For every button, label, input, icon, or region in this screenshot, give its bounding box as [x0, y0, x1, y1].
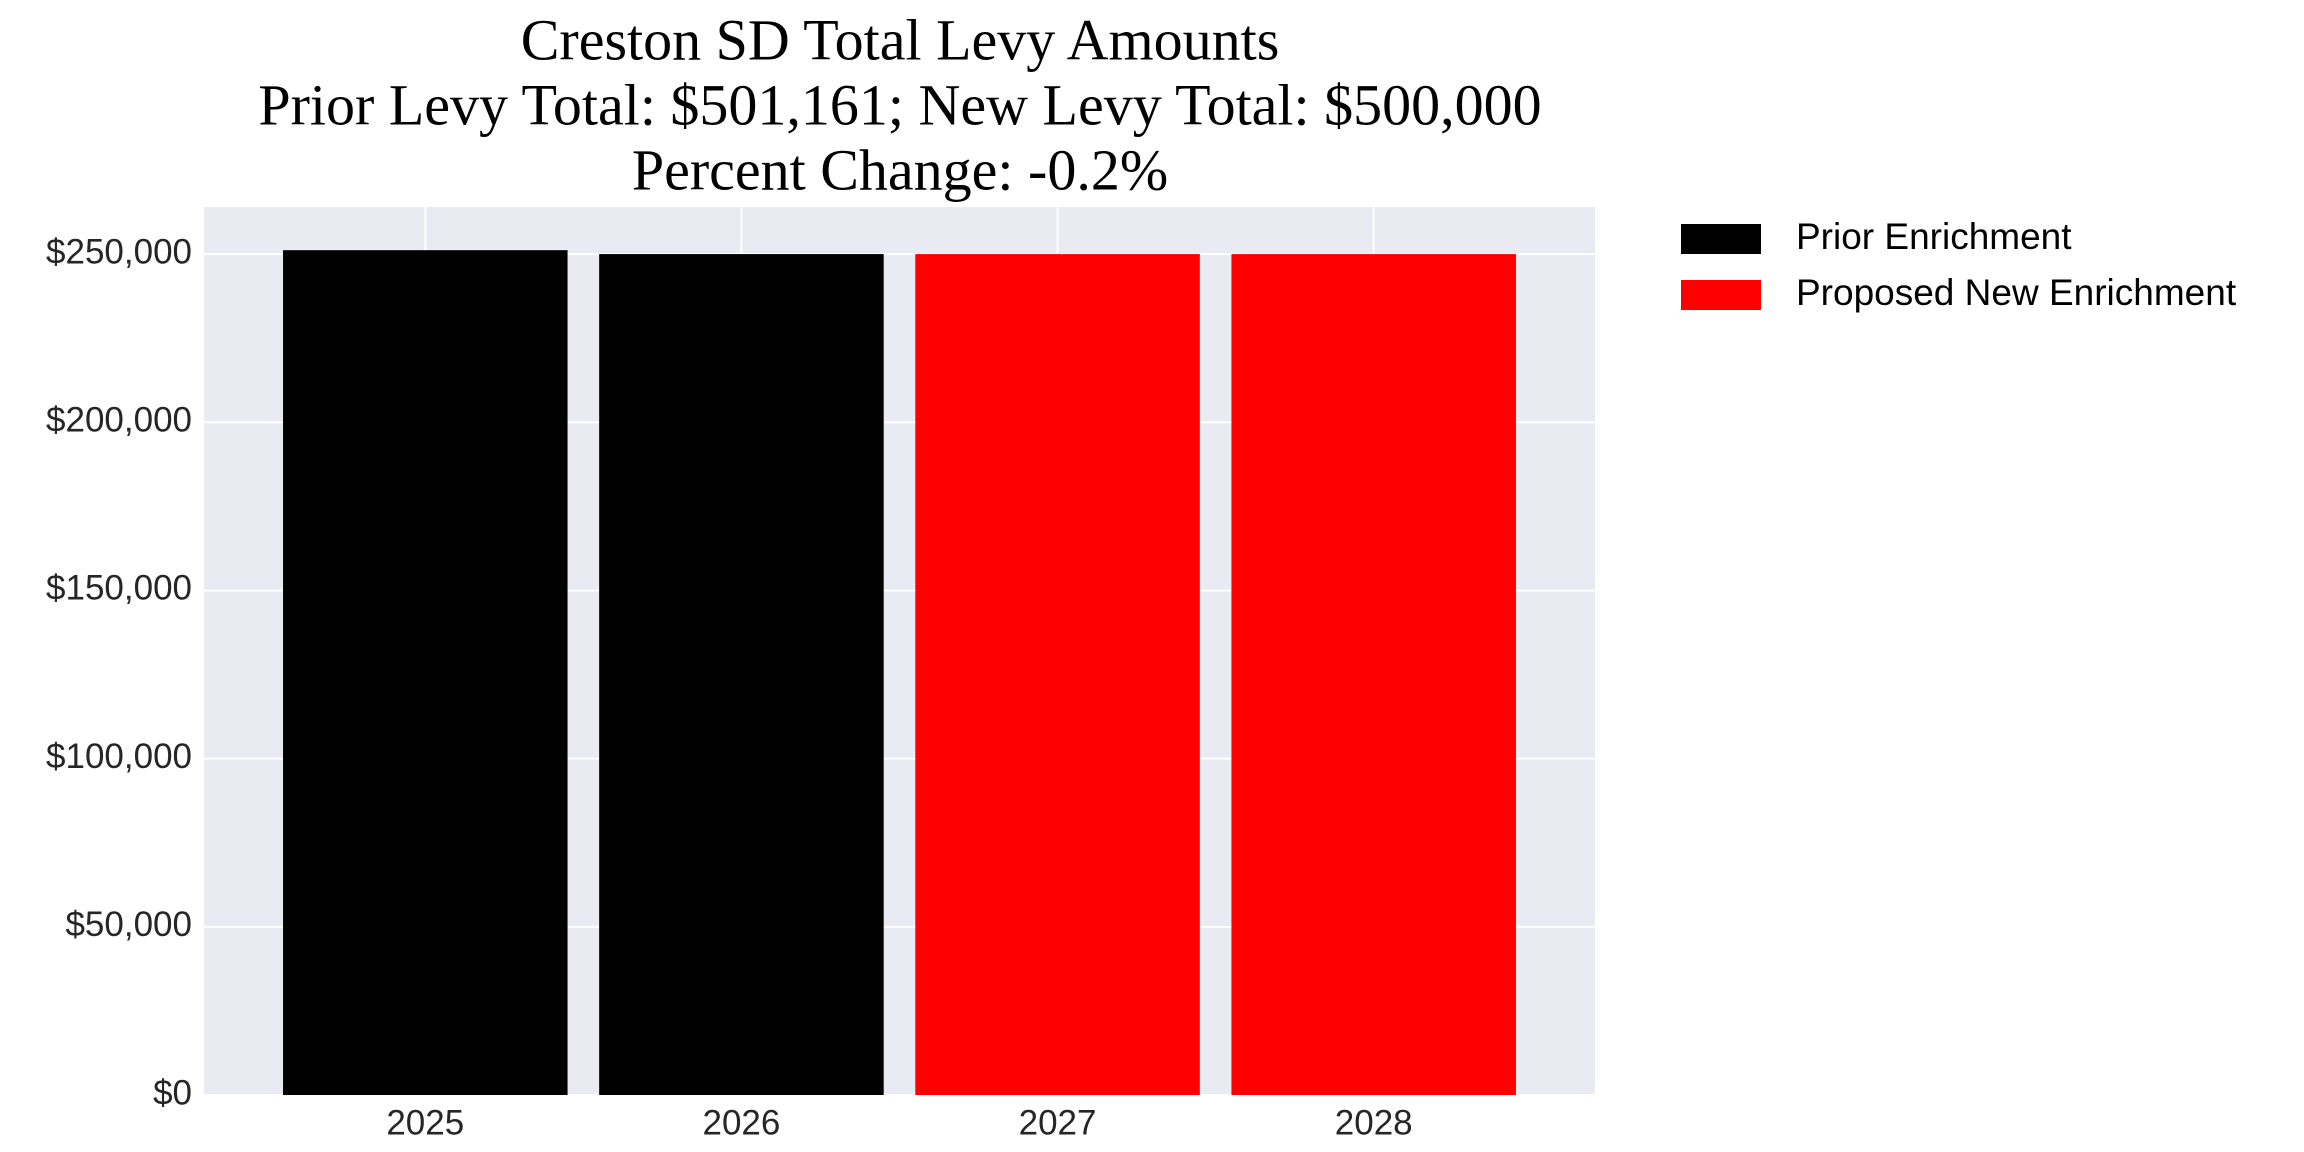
y-tick-label: $50,000 [65, 905, 192, 944]
x-tick-label: 2026 [702, 1103, 780, 1142]
x-tick-label: 2027 [1019, 1103, 1097, 1142]
chart-title: Creston SD Total Levy Amounts [521, 7, 1280, 72]
chart-subtitle: Prior Levy Total: $501,161; New Levy Tot… [258, 72, 1541, 137]
legend-label: Proposed New Enrichment [1796, 272, 2237, 313]
legend-swatch [1681, 280, 1761, 310]
bar [283, 250, 568, 1095]
y-tick-label: $100,000 [46, 737, 192, 776]
y-tick-label: $0 [153, 1073, 192, 1112]
y-tick-label: $200,000 [46, 401, 192, 440]
y-tick-label: $150,000 [46, 569, 192, 608]
bar [1231, 254, 1516, 1095]
x-tick-label: 2028 [1335, 1103, 1413, 1142]
y-tick-label: $250,000 [46, 232, 192, 271]
chart-subtitle: Percent Change: -0.2% [632, 137, 1168, 202]
bar [599, 254, 884, 1095]
bar [915, 254, 1200, 1095]
legend-swatch [1681, 224, 1761, 254]
x-tick-label: 2025 [386, 1103, 464, 1142]
legend-label: Prior Enrichment [1796, 216, 2072, 257]
